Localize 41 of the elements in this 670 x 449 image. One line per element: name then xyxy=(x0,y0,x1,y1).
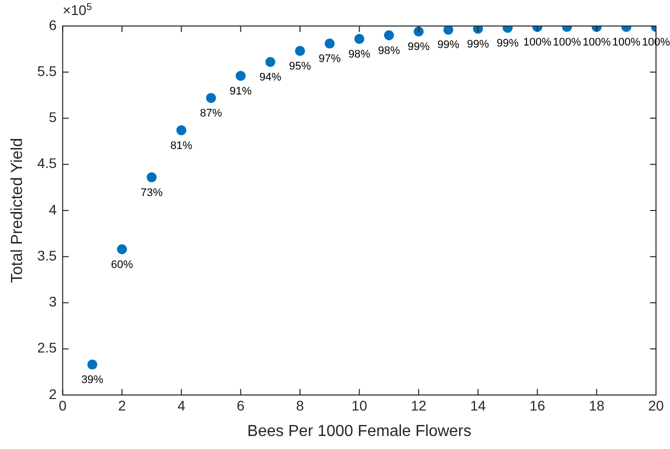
x-tick-label: 8 xyxy=(296,397,304,414)
y-tick-label: 2 xyxy=(48,386,57,402)
annotation: 97% xyxy=(318,53,341,66)
x-tick-label: 20 xyxy=(648,397,664,414)
x-tick-label: 14 xyxy=(470,397,486,414)
annotation: 60% xyxy=(110,258,134,271)
annotation: 100% xyxy=(612,36,641,48)
annotation: 95% xyxy=(288,60,312,72)
x-tick-label: 16 xyxy=(530,397,546,414)
y-tick-label: 4 xyxy=(48,201,57,218)
y-tick-label: 3.5 xyxy=(37,247,57,264)
annotation: 100% xyxy=(523,36,552,48)
annotation: 99% xyxy=(466,38,490,50)
y-tick-label: 2.5 xyxy=(37,340,57,356)
x-tick-label: 10 xyxy=(352,397,368,414)
annotation: 98% xyxy=(378,44,400,57)
y-tick-label: 6 xyxy=(48,16,57,33)
y-tick-label: 3 xyxy=(48,294,57,310)
annotation: 91% xyxy=(230,85,252,98)
annotation: 73% xyxy=(140,186,163,199)
annotation: 99% xyxy=(408,41,430,54)
annotation: 99% xyxy=(496,37,519,50)
annotation: 39% xyxy=(81,374,104,386)
annotation: 87% xyxy=(200,107,222,120)
x-tick-label: 6 xyxy=(236,397,245,414)
x-tick-label: 0 xyxy=(58,397,67,414)
annotation: 99% xyxy=(437,39,460,52)
annotation: 100% xyxy=(552,36,582,48)
annotation: 98% xyxy=(348,48,371,60)
x-tick-label: 18 xyxy=(588,397,605,414)
annotation: 94% xyxy=(259,72,282,84)
y-tick-label: 5 xyxy=(48,109,57,126)
x-tick-label: 12 xyxy=(410,397,427,414)
x-tick-label: 2 xyxy=(118,397,126,414)
x-axis-title: Bees Per 1000 Female Flowers xyxy=(247,422,472,440)
annotation: 81% xyxy=(170,140,193,152)
y-axis-title: Total Predicted Yield xyxy=(9,138,26,283)
x-tick-label: 4 xyxy=(177,397,186,414)
y-tick-label: 5.5 xyxy=(37,62,57,79)
annotation: 100% xyxy=(582,36,611,48)
y-tick-label: 4.5 xyxy=(37,155,57,172)
